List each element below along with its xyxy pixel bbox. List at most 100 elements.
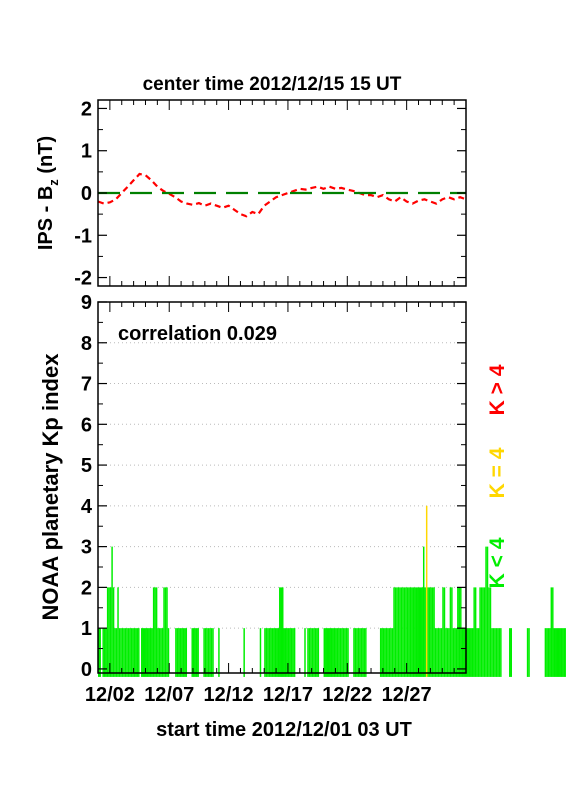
kp-bar <box>333 628 336 677</box>
kp-bar <box>212 628 214 677</box>
kp-bar <box>510 628 512 677</box>
bz-y-tick-label: 2 <box>81 98 92 120</box>
kp-bar <box>427 587 429 677</box>
kp-bar <box>99 628 101 677</box>
kp-bar <box>437 628 440 677</box>
kp-bar <box>280 587 282 677</box>
kp-bar <box>151 628 153 677</box>
kp-bar <box>526 628 529 677</box>
kp-bar <box>360 628 363 677</box>
kp-bar <box>500 628 502 677</box>
kp-bar <box>157 628 159 677</box>
kp-bar <box>161 628 164 677</box>
kp-bar <box>293 628 296 677</box>
kp-bar <box>458 587 461 677</box>
bz-ips-series-line <box>97 172 467 218</box>
kp-bar <box>109 587 112 677</box>
kp-bar <box>184 628 186 677</box>
kp-bar <box>268 628 271 677</box>
kp-bar <box>218 628 220 677</box>
kp-bar <box>485 546 487 677</box>
kp-bar <box>264 628 266 677</box>
kp-correlation: correlation 0.029 <box>118 323 277 345</box>
kp-y-tick-label: 2 <box>81 577 92 599</box>
kp-bar <box>433 587 435 677</box>
kp-bar <box>108 587 110 677</box>
kp-y-tick-label: 0 <box>81 659 92 681</box>
kp-bar <box>182 628 185 677</box>
kp-bar <box>203 628 205 677</box>
kp-x-tick-label: 12/17 <box>263 684 313 706</box>
kp-bar <box>314 628 317 677</box>
kp-bar <box>105 628 107 677</box>
bz-ticks <box>97 100 467 286</box>
kp-bar <box>409 587 412 677</box>
kp-y-tick-label: 3 <box>81 537 92 559</box>
kp-bar <box>112 587 115 677</box>
kp-bar <box>399 587 401 677</box>
kp-bar <box>431 587 434 677</box>
kp-bar <box>146 628 149 677</box>
kp-bar <box>396 587 398 677</box>
kp-bar <box>124 628 127 677</box>
kp-bar <box>354 628 357 677</box>
kp-bar <box>341 628 343 677</box>
kp-bar <box>277 628 280 677</box>
kp-bar <box>418 587 420 677</box>
kp-bar <box>379 628 382 677</box>
kp-bar <box>279 587 281 677</box>
kp-bar <box>284 628 287 677</box>
kp-bar <box>325 628 327 677</box>
kp-bar <box>121 628 124 677</box>
kp-bar <box>136 628 139 677</box>
kp-bar <box>160 628 162 677</box>
kp-bar <box>167 628 170 677</box>
kp-legend-item: K < 4 <box>486 537 509 588</box>
kp-bar <box>394 587 397 677</box>
kp-bar <box>553 628 556 677</box>
kp-bar <box>552 587 554 677</box>
kp-bar <box>477 628 480 677</box>
kp-bar <box>144 628 146 677</box>
kp-bar <box>141 628 143 677</box>
kp-y-tick-labels: 0 1 2 3 4 5 6 7 8 9 <box>81 292 93 681</box>
kp-bar <box>509 628 511 677</box>
kp-bar <box>421 587 423 677</box>
kp-bar <box>155 587 158 677</box>
kp-bar <box>276 628 278 677</box>
kp-bar <box>473 587 475 677</box>
kp-bar <box>289 628 291 677</box>
kp-bar <box>476 628 478 677</box>
kp-bar <box>439 628 441 677</box>
kp-bar <box>259 628 262 677</box>
kp-x-tick-label: 12/22 <box>322 684 372 706</box>
kp-bar <box>391 628 394 677</box>
kp-bar <box>344 628 346 677</box>
kp-bar <box>290 628 293 677</box>
bz-y-tick-label: 1 <box>81 141 92 163</box>
kp-bar <box>123 628 125 677</box>
kp-bar <box>338 628 340 677</box>
kp-bar <box>311 628 314 677</box>
kp-bar <box>408 587 410 677</box>
kp-bar <box>479 587 481 677</box>
kp-bar <box>164 587 167 677</box>
kp-bar <box>356 628 358 677</box>
kp-bar <box>328 628 330 677</box>
kp-bar <box>353 628 355 677</box>
kp-bar <box>307 628 309 677</box>
kp-bar <box>468 628 471 677</box>
kp-bar <box>106 587 109 677</box>
kp-y-tick-label: 4 <box>81 496 93 518</box>
kp-bar <box>463 628 465 677</box>
kp-bar <box>152 587 155 677</box>
kp-bar <box>274 628 277 677</box>
kp-bar <box>179 628 182 677</box>
kp-bar <box>454 628 456 677</box>
kp-bar <box>365 628 367 677</box>
kp-bar <box>282 587 284 677</box>
kp-bar <box>210 628 213 677</box>
kp-bar <box>166 587 168 677</box>
kp-bar <box>492 628 495 677</box>
kp-panel: 0 1 2 3 4 5 6 7 8 9 12/02 12/07 12/12 12/17 12/22 12/2… <box>38 292 566 741</box>
